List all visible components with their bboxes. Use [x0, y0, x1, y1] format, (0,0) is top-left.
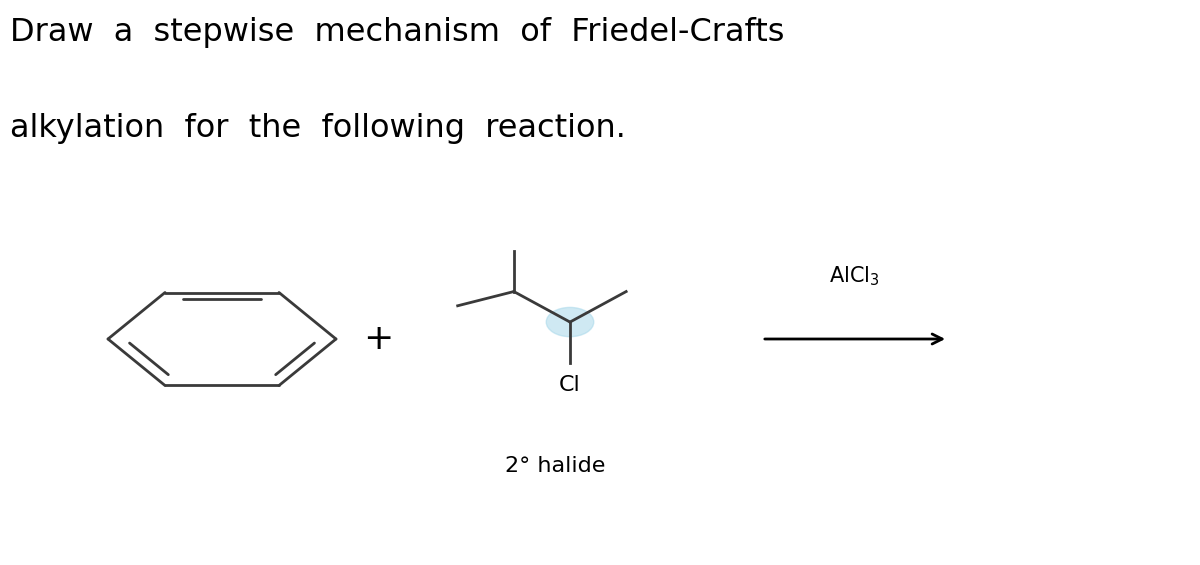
Ellipse shape — [546, 307, 594, 337]
Text: alkylation  for  the  following  reaction.: alkylation for the following reaction. — [10, 113, 625, 144]
Text: +: + — [362, 322, 394, 356]
Text: 2° halide: 2° halide — [505, 456, 606, 476]
Text: AlCl$_3$: AlCl$_3$ — [829, 264, 880, 288]
Text: Draw  a  stepwise  mechanism  of  Friedel-Crafts: Draw a stepwise mechanism of Friedel-Cra… — [10, 17, 784, 48]
Text: Cl: Cl — [559, 375, 581, 395]
